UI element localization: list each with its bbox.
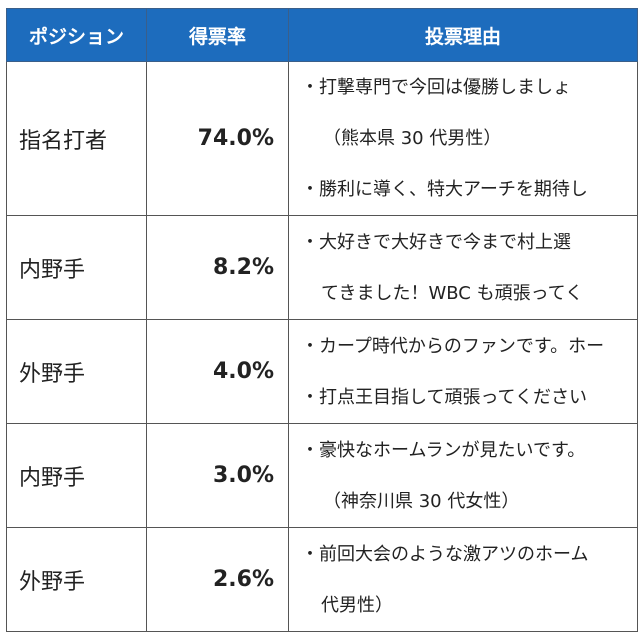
header-reason: 投票理由 (288, 8, 638, 62)
reason-line: （熊本県 30 代男性） (323, 128, 502, 149)
vote-table: ポジション 得票率 投票理由 指名打者 74.0% ・打撃専門で今回は優勝しまし… (6, 8, 638, 632)
reason-line: ・前回大会のような激アツのホーム (301, 543, 589, 565)
reason-line: てきました！WBC も頑張ってく (321, 282, 584, 304)
position-cell: 外野手 (6, 319, 147, 424)
table-row: 内野手 3.0% ・豪快なホームランが見たいです。 （神奈川県 30 代女性） (6, 423, 638, 528)
rate-cell: 2.6% (146, 527, 289, 632)
reason-cell: ・前回大会のような激アツのホーム 代男性） (288, 527, 638, 632)
header-position: ポジション (6, 8, 147, 62)
rate-cell: 3.0% (146, 423, 289, 528)
position-cell: 内野手 (6, 423, 147, 528)
position-cell: 内野手 (6, 215, 147, 320)
table-header: ポジション 得票率 投票理由 (6, 8, 638, 62)
reason-cell: ・豪快なホームランが見たいです。 （神奈川県 30 代女性） (288, 423, 638, 528)
reason-line: ・豪快なホームランが見たいです。 (301, 439, 586, 461)
table-row: 内野手 8.2% ・大好きで大好きで今まで村上選 てきました！WBC も頑張って… (6, 215, 638, 320)
header-rate: 得票率 (146, 8, 289, 62)
reason-line: ・大好きで大好きで今まで村上選 (301, 231, 571, 253)
reason-line: ・勝利に導く、特大アーチを期待し (301, 179, 588, 200)
rate-cell: 8.2% (146, 215, 289, 320)
reason-cell: ・カープ時代からのファンです。ホー ・打点王目指して頑張ってください (288, 319, 638, 424)
reason-line: ・カープ時代からのファンです。ホー (301, 335, 605, 357)
rate-cell: 74.0% (146, 61, 289, 216)
reason-cell: ・打撃専門で今回は優勝しましょ （熊本県 30 代男性） ・勝利に導く、特大アー… (288, 61, 638, 216)
position-cell: 外野手 (6, 527, 147, 632)
rate-cell: 4.0% (146, 319, 289, 424)
reason-line: ・打点王目指して頑張ってください (301, 386, 588, 408)
reason-line: ・打撃専門で今回は優勝しましょ (301, 77, 571, 98)
reason-cell: ・大好きで大好きで今まで村上選 てきました！WBC も頑張ってく (288, 215, 638, 320)
position-cell: 指名打者 (6, 61, 147, 216)
table-row: 指名打者 74.0% ・打撃専門で今回は優勝しましょ （熊本県 30 代男性） … (6, 61, 638, 216)
table-row: 外野手 2.6% ・前回大会のような激アツのホーム 代男性） (6, 527, 638, 632)
reason-line: （神奈川県 30 代女性） (323, 490, 520, 512)
reason-line: 代男性） (321, 594, 393, 616)
table-row: 外野手 4.0% ・カープ時代からのファンです。ホー ・打点王目指して頑張ってく… (6, 319, 638, 424)
